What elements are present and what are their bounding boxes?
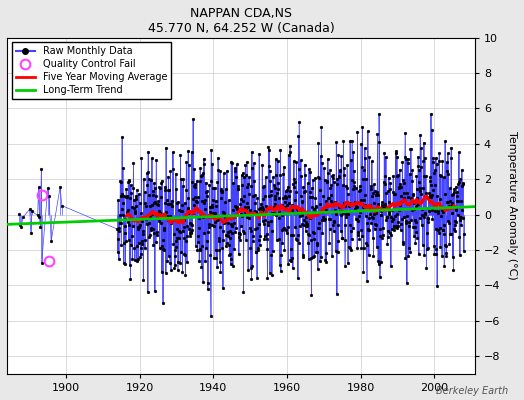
Legend: Raw Monthly Data, Quality Control Fail, Five Year Moving Average, Long-Term Tren: Raw Monthly Data, Quality Control Fail, … (12, 42, 171, 99)
Title: NAPPAN CDA,NS
45.770 N, 64.252 W (Canada): NAPPAN CDA,NS 45.770 N, 64.252 W (Canada… (148, 7, 334, 35)
Text: Berkeley Earth: Berkeley Earth (436, 386, 508, 396)
Y-axis label: Temperature Anomaly (°C): Temperature Anomaly (°C) (507, 131, 517, 280)
